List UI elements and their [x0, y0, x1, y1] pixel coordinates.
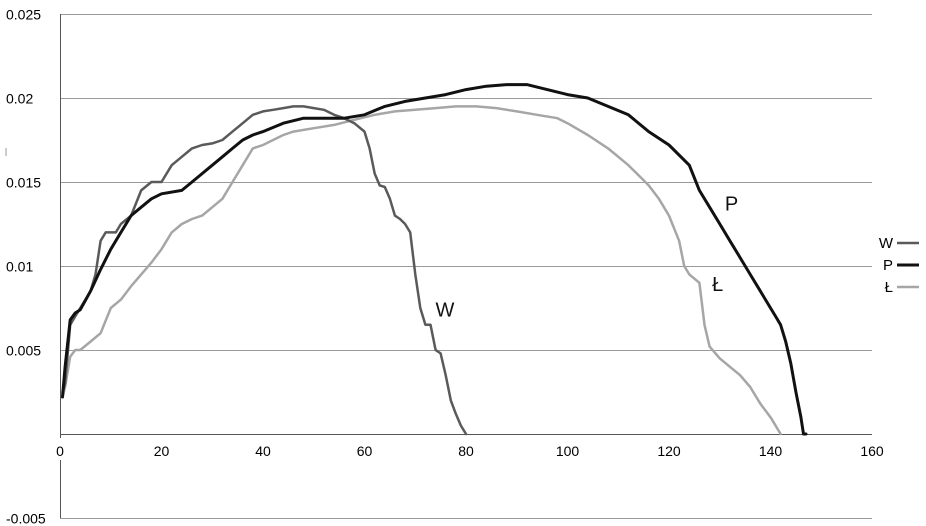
- x-tick-label: 120: [657, 443, 681, 459]
- series-line-2: [61, 105, 782, 436]
- y-tick-label: 0.01: [6, 259, 33, 275]
- y-tick-label: 0.02: [6, 91, 33, 107]
- x-tick-label: 160: [860, 443, 884, 459]
- legend-entry-label: Ł: [885, 279, 893, 296]
- legend-entry-label: W: [879, 235, 894, 252]
- x-tick-label: 40: [255, 443, 271, 459]
- x-tick-label: 100: [556, 443, 580, 459]
- series-inline-label: W: [436, 299, 455, 321]
- x-tick-label: 20: [154, 443, 170, 459]
- x-tick-label: 80: [458, 443, 474, 459]
- x-tick-label: 140: [759, 443, 783, 459]
- legend: WPŁ: [879, 235, 919, 296]
- series-line-0: [61, 105, 468, 436]
- y-tick-label: 0.025: [6, 7, 41, 23]
- series-inline-label: Ł: [712, 274, 723, 296]
- series-inline-label: P: [725, 194, 738, 216]
- y-tick-labels: -0.005 0.005 0.01 0.015 0.02 0.025: [6, 7, 46, 526]
- x-tick-labels: 0 20 40 60 80 100 120 140 160: [56, 443, 884, 459]
- x-tick-label: 0: [56, 443, 64, 459]
- y-tick-label: 0.015: [6, 175, 41, 191]
- y-tick-label: -0.005: [6, 511, 46, 526]
- series-line-1: [61, 83, 808, 436]
- series-lines: [61, 83, 808, 436]
- gridlines: [60, 14, 872, 519]
- y-tick-label: 0.005: [6, 343, 41, 359]
- x-tick-label: 60: [357, 443, 373, 459]
- line-labels: W P Ł: [436, 194, 739, 322]
- legend-entry-label: P: [883, 257, 893, 274]
